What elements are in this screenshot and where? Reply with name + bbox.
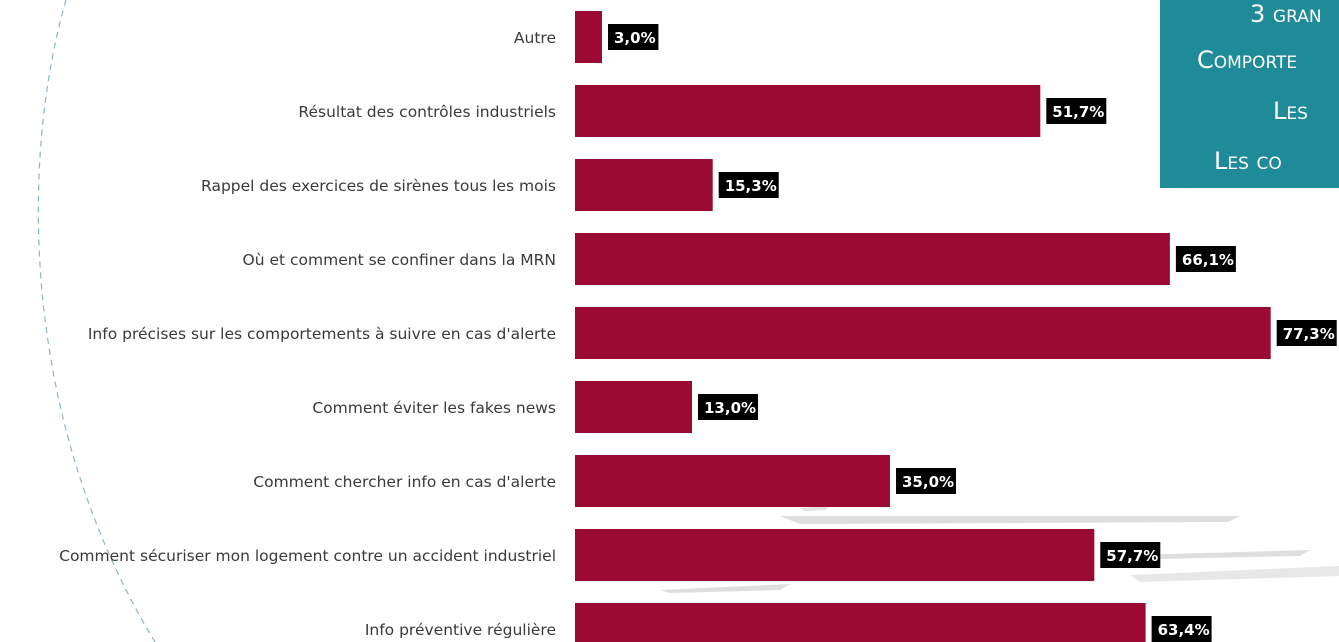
data-label-box [1175, 246, 1236, 272]
bar [575, 85, 1041, 137]
data-label: 66,1% [1182, 251, 1234, 269]
bar [575, 603, 1146, 642]
bar [575, 381, 692, 433]
data-label: 15,3% [725, 177, 777, 195]
category-label: Autre [514, 29, 556, 47]
data-label-box [896, 468, 956, 494]
category-label: Info préventive régulière [365, 621, 556, 639]
data-label-box [1151, 616, 1212, 642]
data-label: 57,7% [1106, 547, 1158, 565]
data-label: 51,7% [1052, 103, 1104, 121]
bar [575, 11, 602, 63]
callout-line-4: Les co [1214, 147, 1282, 175]
category-label: Comment chercher info en cas d'alerte [253, 473, 556, 491]
bar [575, 159, 713, 211]
bar [575, 307, 1271, 359]
category-label: Où et comment se confiner dans la MRN [243, 251, 556, 269]
callout-line-3: Les [1273, 97, 1308, 125]
category-label: Rappel des exercices de sirènes tous les… [201, 177, 556, 195]
data-label: 13,0% [704, 399, 756, 417]
category-label: Comment éviter les fakes news [312, 399, 556, 417]
data-label: 3,0% [614, 29, 656, 47]
bar [575, 233, 1170, 285]
data-label-box [608, 24, 659, 50]
data-label: 77,3% [1283, 325, 1335, 343]
callout-line-2: Comporte [1197, 46, 1298, 74]
data-label-box [1100, 542, 1161, 568]
data-label-box [698, 394, 758, 420]
data-label-box [1276, 320, 1337, 346]
bar-shadows [660, 506, 1339, 593]
data-label-box [718, 172, 779, 198]
bar [575, 529, 1095, 581]
bar [575, 455, 890, 507]
data-label: 35,0% [902, 473, 954, 491]
category-label: Comment sécuriser mon logement contre un… [59, 547, 556, 565]
data-label-box [1046, 98, 1107, 124]
callout-line-1: 3 gran [1250, 0, 1322, 28]
category-label: Info précises sur les comportements à su… [88, 325, 556, 343]
category-label: Résultat des contrôles industriels [298, 103, 556, 121]
data-label: 63,4% [1158, 621, 1210, 639]
callout-box: 3 gran Comporte Les Les co [1160, 0, 1339, 188]
